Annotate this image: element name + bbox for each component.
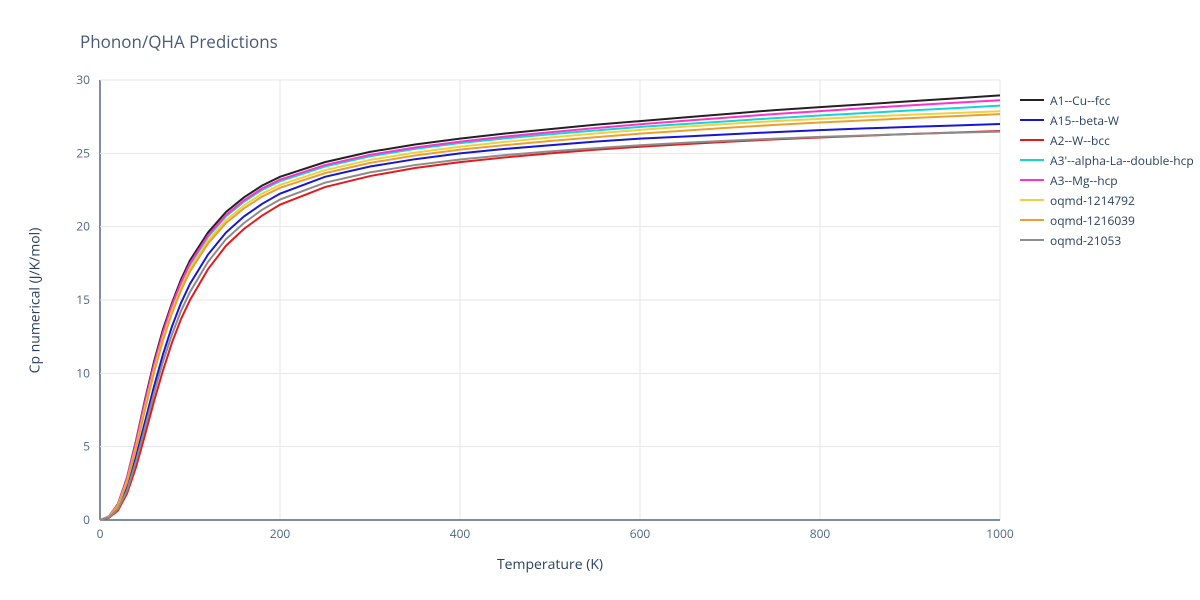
legend-swatch	[1020, 219, 1044, 221]
legend-label: A2--W--bcc	[1050, 132, 1110, 149]
legend-label: oqmd-1216039	[1050, 212, 1135, 229]
y-axis-title: Cp numerical (J/K/mol)	[26, 227, 45, 373]
legend-swatch	[1020, 139, 1044, 141]
plot-area[interactable]: 02004006008001000051015202530	[100, 80, 1000, 520]
legend-item[interactable]: A3'--alpha-La--double-hcp	[1020, 150, 1194, 170]
legend-swatch	[1020, 179, 1044, 181]
legend-label: A3'--alpha-La--double-hcp	[1050, 152, 1194, 169]
plot-svg: 02004006008001000051015202530	[100, 80, 1000, 520]
legend-item[interactable]: A15--beta-W	[1020, 110, 1194, 130]
x-tick-label: 600	[630, 525, 651, 542]
chart-container: Phonon/QHA Predictions Cp numerical (J/K…	[0, 0, 1200, 600]
y-tick-label: 25	[76, 144, 90, 161]
legend-item[interactable]: A1--Cu--fcc	[1020, 90, 1194, 110]
legend: A1--Cu--fcc A15--beta-W A2--W--bcc A3'--alp…	[1020, 90, 1194, 250]
y-axis-title-wrap: Cp numerical (J/K/mol)	[25, 80, 45, 520]
legend-label: A15--beta-W	[1050, 112, 1119, 129]
series-line[interactable]	[100, 95, 1000, 520]
legend-swatch	[1020, 99, 1044, 101]
legend-label: oqmd-21053	[1050, 232, 1121, 249]
legend-label: oqmd-1214792	[1050, 192, 1135, 209]
series-line[interactable]	[100, 114, 1000, 520]
legend-item[interactable]: A3--Mg--hcp	[1020, 170, 1194, 190]
chart-title: Phonon/QHA Predictions	[80, 30, 278, 53]
series-line[interactable]	[100, 100, 1000, 520]
series-line[interactable]	[100, 132, 1000, 520]
x-tick-label: 0	[97, 525, 104, 542]
y-tick-label: 5	[83, 438, 90, 455]
x-tick-label: 1000	[986, 525, 1014, 542]
y-tick-label: 10	[76, 364, 90, 381]
legend-swatch	[1020, 119, 1044, 121]
legend-item[interactable]: oqmd-1214792	[1020, 190, 1194, 210]
y-tick-label: 15	[76, 291, 90, 308]
x-tick-label: 800	[810, 525, 831, 542]
legend-label: A1--Cu--fcc	[1050, 92, 1110, 109]
series-line[interactable]	[100, 106, 1000, 520]
legend-item[interactable]: oqmd-21053	[1020, 230, 1194, 250]
x-axis-title: Temperature (K)	[100, 555, 1000, 574]
legend-label: A3--Mg--hcp	[1050, 172, 1118, 189]
y-tick-label: 0	[83, 511, 90, 528]
legend-swatch	[1020, 159, 1044, 161]
series-line[interactable]	[100, 131, 1000, 520]
legend-item[interactable]: A2--W--bcc	[1020, 130, 1194, 150]
x-tick-label: 400	[450, 525, 471, 542]
y-tick-label: 20	[76, 218, 90, 235]
legend-swatch	[1020, 239, 1044, 241]
legend-swatch	[1020, 199, 1044, 201]
series-line[interactable]	[100, 111, 1000, 520]
series-line[interactable]	[100, 124, 1000, 520]
legend-item[interactable]: oqmd-1216039	[1020, 210, 1194, 230]
y-tick-label: 30	[76, 71, 90, 88]
x-tick-label: 200	[270, 525, 291, 542]
